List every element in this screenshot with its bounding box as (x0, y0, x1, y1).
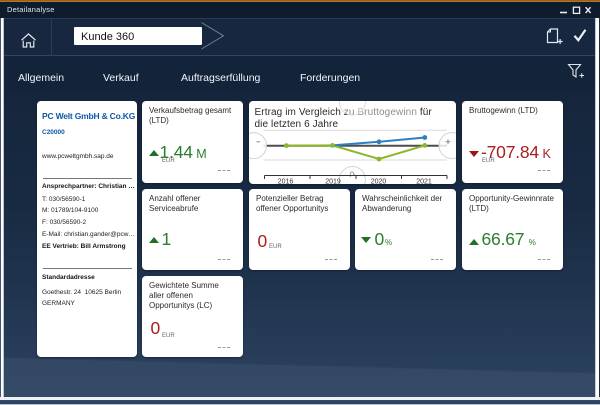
svg-text:2019: 2019 (325, 179, 341, 185)
svg-text:2020: 2020 (371, 179, 387, 185)
svg-text:2021: 2021 (416, 179, 432, 185)
svg-text:2016: 2016 (278, 179, 294, 185)
